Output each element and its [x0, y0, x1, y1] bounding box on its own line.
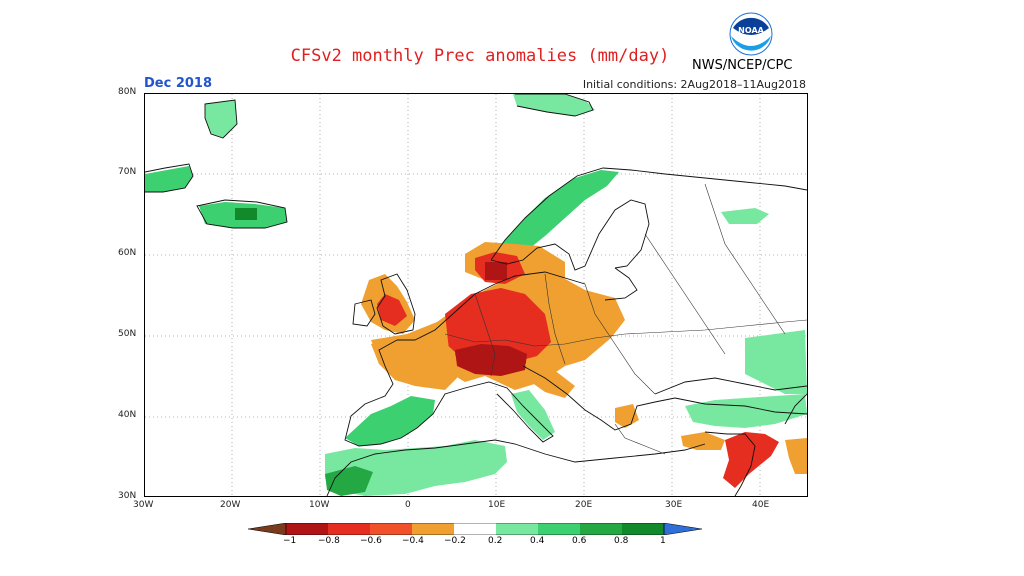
anomaly-iceland-strong — [235, 208, 257, 220]
lat-label-30n: 30N — [118, 491, 137, 501]
colorbar-swatch-above-1 — [663, 523, 703, 535]
colorbar-label-02: 0.2 — [488, 536, 503, 546]
colorbar-label-1: 1 — [660, 536, 666, 546]
colorbar-swatch-below-neg1 — [248, 523, 287, 535]
colorbar-label-08: 0.8 — [614, 536, 629, 546]
lon-label-30w: 30W — [133, 500, 154, 510]
colorbar-swatch-08-1 — [622, 523, 664, 535]
anomaly-norway — [489, 170, 619, 260]
initial-conditions: Initial conditions: 2Aug2018–11Aug2018 — [582, 78, 806, 91]
colorbar-swatch-neg06-neg04 — [370, 523, 412, 535]
lon-label-40e: 40E — [752, 500, 770, 510]
anomaly-north-africa — [325, 440, 507, 496]
colorbar-label-neg06: −0.6 — [360, 536, 382, 546]
lat-label-40n: 40N — [118, 410, 137, 420]
anomaly-balkans — [525, 364, 575, 398]
colorbar-label-neg1: −1 — [283, 536, 297, 546]
anomaly-svalbard — [513, 94, 595, 116]
lon-label-20e: 20E — [575, 500, 593, 510]
colorbar-swatch-neg04-neg02 — [412, 523, 454, 535]
lat-label-80n: 80N — [118, 87, 137, 97]
anomaly-iberia — [345, 396, 435, 446]
anomaly-map — [145, 94, 807, 496]
map-frame — [144, 93, 808, 497]
anomaly-morocco — [325, 466, 373, 496]
anomaly-turkey — [685, 394, 807, 428]
anomaly-britain-core — [377, 294, 407, 326]
anomaly-kola — [721, 208, 769, 224]
colorbar-swatch-neg08-neg06 — [328, 523, 370, 535]
forecast-period: Dec 2018 — [144, 76, 213, 91]
borders — [444, 183, 807, 455]
lat-label-60n: 60N — [118, 248, 137, 258]
anomaly-caucasus — [745, 330, 807, 394]
lat-label-50n: 50N — [118, 329, 137, 339]
anomaly-greenland-north — [205, 100, 237, 138]
colorbar — [248, 523, 703, 535]
colorbar-label-04: 0.4 — [530, 536, 545, 546]
anomaly-levant — [723, 432, 779, 488]
colorbar-label-neg02: −0.2 — [444, 536, 466, 546]
organization-label: NWS/NCEP/CPC — [692, 58, 793, 73]
colorbar-swatch-neg1-neg08 — [286, 523, 328, 535]
colorbar-swatch-04-06 — [538, 523, 580, 535]
colorbar-swatch-06-08 — [580, 523, 622, 535]
colorbar-label-neg04: −0.4 — [402, 536, 424, 546]
anomaly-greece — [615, 404, 639, 428]
lon-label-30e: 30E — [665, 500, 683, 510]
colorbar-label-06: 0.6 — [572, 536, 587, 546]
lon-label-0: 0 — [405, 500, 411, 510]
noaa-logo-icon: NOAA — [729, 12, 773, 56]
colorbar-swatch-neutral — [454, 523, 496, 535]
lon-label-10e: 10E — [488, 500, 506, 510]
anomaly-france — [371, 334, 457, 390]
anomaly-levant-orange — [681, 432, 725, 450]
lat-label-70n: 70N — [118, 167, 137, 177]
logo-text: NOAA — [738, 26, 764, 35]
coastlines — [145, 94, 807, 496]
anomaly-east-orange — [785, 438, 807, 474]
anomaly-alps — [455, 344, 527, 376]
lon-label-20w: 20W — [220, 500, 241, 510]
anomaly-greenland — [145, 166, 193, 192]
map-title: CFSv2 monthly Prec anomalies (mm/day) — [290, 46, 670, 66]
colorbar-label-neg08: −0.8 — [318, 536, 340, 546]
anomaly-denmark-dark — [485, 262, 507, 280]
colorbar-swatch-02-04 — [496, 523, 538, 535]
anomaly-shading — [145, 94, 807, 496]
lon-label-10w: 10W — [309, 500, 330, 510]
